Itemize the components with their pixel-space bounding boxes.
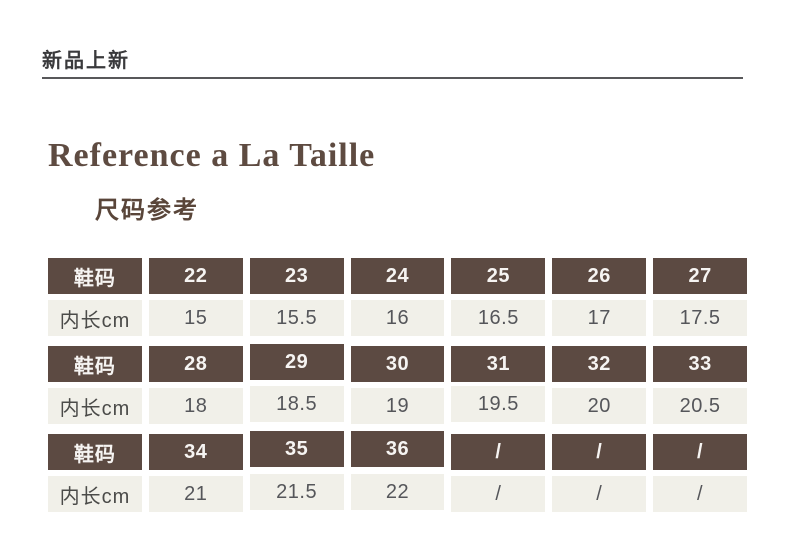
length-cell: 19.5 xyxy=(451,386,546,422)
table-row-length-2: 内长cm 18 18.5 19 19.5 20 20.5 xyxy=(48,386,748,424)
row-label-cell: 鞋码 xyxy=(48,434,142,470)
length-cell: 17.5 xyxy=(653,300,748,336)
length-cell: 15.5 xyxy=(249,300,344,336)
size-cell: 36 xyxy=(350,431,445,467)
length-cell: 16.5 xyxy=(451,300,546,336)
row-label-cell: 内长cm xyxy=(48,476,142,512)
size-cell: / xyxy=(552,434,647,470)
table-row-size-1: 鞋码 22 23 24 25 26 27 xyxy=(48,258,748,294)
size-cell: 31 xyxy=(451,346,546,382)
size-cell: 23 xyxy=(249,258,344,294)
length-cell: 20 xyxy=(552,388,647,424)
length-cell: 16 xyxy=(350,300,445,336)
length-cell: 21.5 xyxy=(249,474,344,510)
size-reference-table: 鞋码 22 23 24 25 26 27 内长cm 15 15.5 16 16.… xyxy=(48,258,748,522)
size-cell: 25 xyxy=(451,258,546,294)
brand-label: 新品上新 xyxy=(42,50,130,72)
table-row-length-3: 内长cm 21 21.5 22 / / / xyxy=(48,474,748,512)
size-cell: 33 xyxy=(653,346,748,382)
row-label-cell: 内长cm xyxy=(48,300,142,336)
length-cell: / xyxy=(653,476,748,512)
size-cell: 22 xyxy=(148,258,243,294)
size-cell: 26 xyxy=(552,258,647,294)
size-cell: / xyxy=(653,434,748,470)
table-row-length-1: 内长cm 15 15.5 16 16.5 17 17.5 xyxy=(48,300,748,336)
length-cell: 18.5 xyxy=(249,386,344,422)
size-cell: 30 xyxy=(350,346,445,382)
brand-header: 新品上新 xyxy=(42,44,743,79)
length-cell: 21 xyxy=(148,476,243,512)
length-cell: 18 xyxy=(148,388,243,424)
length-cell: 22 xyxy=(350,474,445,510)
size-cell: 24 xyxy=(350,258,445,294)
length-cell: 19 xyxy=(350,388,445,424)
page-title: Reference a La Taille xyxy=(48,137,376,174)
size-cell: 27 xyxy=(653,258,748,294)
table-row-size-3: 鞋码 34 35 36 / / / xyxy=(48,431,748,470)
length-cell: 17 xyxy=(552,300,647,336)
length-cell: / xyxy=(451,476,546,512)
size-cell: 29 xyxy=(249,344,344,380)
page-subtitle: 尺码参考 xyxy=(95,197,199,224)
length-cell: / xyxy=(552,476,647,512)
size-cell: 28 xyxy=(148,346,243,382)
length-cell: 15 xyxy=(148,300,243,336)
size-cell: 34 xyxy=(148,434,243,470)
size-cell: 35 xyxy=(249,431,344,467)
size-cell: / xyxy=(451,434,546,470)
length-cell: 20.5 xyxy=(653,388,748,424)
row-label-cell: 鞋码 xyxy=(48,258,142,294)
size-cell: 32 xyxy=(552,346,647,382)
row-label-cell: 鞋码 xyxy=(48,346,142,382)
row-label-cell: 内长cm xyxy=(48,388,142,424)
table-row-size-2: 鞋码 28 29 30 31 32 33 xyxy=(48,344,748,382)
